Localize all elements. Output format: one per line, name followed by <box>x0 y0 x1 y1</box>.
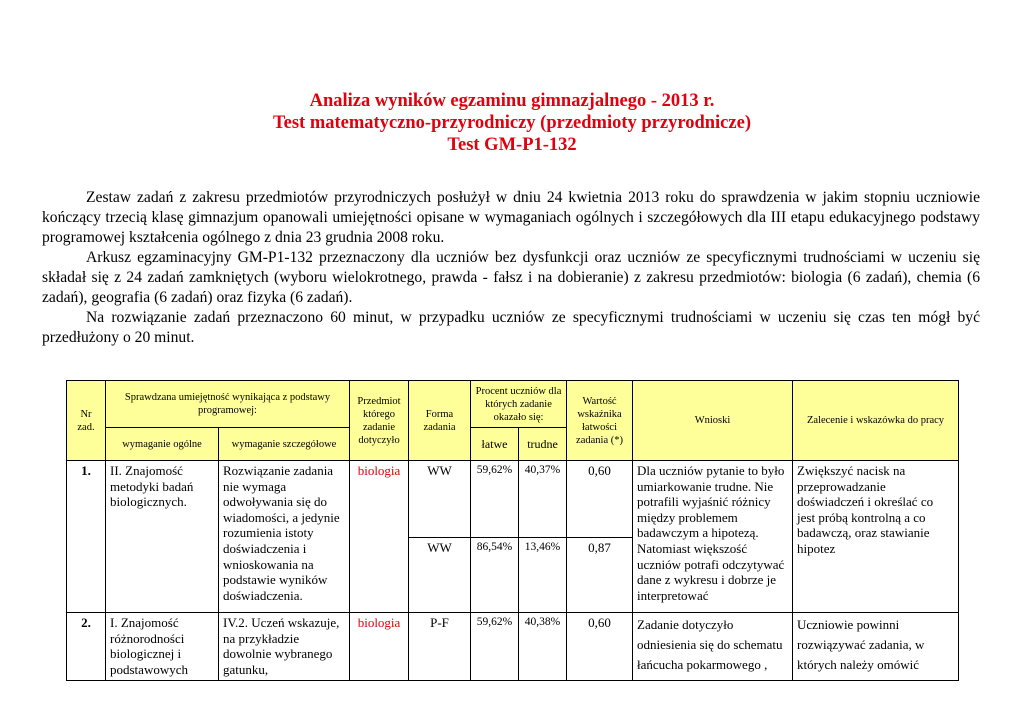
percent-hard: 40,38% <box>518 612 568 681</box>
percent-hard: 40,37% <box>518 460 568 538</box>
title-line-3: Test GM-P1-132 <box>447 135 577 155</box>
percent-hard: 13,46% <box>518 537 568 613</box>
header-general: wymaganie ogólne <box>105 427 219 461</box>
title-line-1: Analiza wyników egzaminu gimnazjalnego -… <box>309 91 715 111</box>
task-form: WW <box>408 460 472 538</box>
table-row: WW 86,54% 13,46% 0,87 <box>67 537 959 613</box>
results-table: Nr zad. Sprawdzana umiejętność wynikając… <box>66 380 960 681</box>
conclusions: Dla uczniów pytanie to było umiarkowanie… <box>632 460 794 613</box>
intro-paragraph: Na rozwiązanie zadań przeznaczono 60 min… <box>42 309 980 346</box>
percent-easy: 86,54% <box>470 537 520 613</box>
intro-text: Zestaw zadań z zakresu przedmiotów przyr… <box>42 188 980 348</box>
intro-paragraph: Arkusz egzaminacyjny GM-P1-132 przeznacz… <box>42 249 980 306</box>
recommendation: Zwiększyć nacisk na przeprowadzanie dośw… <box>792 460 960 613</box>
header-easy: łatwe <box>470 427 520 461</box>
detailed-requirement: Rozwiązanie zadania nie wymaga odwoływan… <box>217 460 351 613</box>
general-requirement: II. Znajomość metodyki badań biologiczny… <box>105 460 219 613</box>
easiness-index: 0,60 <box>566 460 634 538</box>
task-number: 1. <box>66 460 106 613</box>
table-row: 1. II. Znajomość metodyki badań biologic… <box>66 460 960 613</box>
document-title: Analiza wyników egzaminu gimnazjalnego -… <box>0 90 1024 156</box>
title-line-2: Test matematyczno-przyrodniczy (przedmio… <box>273 113 751 133</box>
header-form: Forma zadania <box>408 380 472 461</box>
easiness-index: 0,87 <box>566 537 634 613</box>
header-hard: trudne <box>518 427 568 461</box>
subject: biologia <box>349 460 410 613</box>
intro-paragraph: Zestaw zadań z zakresu przedmiotów przyr… <box>42 189 980 246</box>
percent-easy: 59,62% <box>470 460 520 538</box>
header-conclusions: Wnioski <box>632 380 794 461</box>
header-index: Wartość wskaźnika łatwości zadania (*) <box>566 380 634 461</box>
header-detailed: wymaganie szczegółowe <box>217 427 351 461</box>
header-recommendation: Zalecenie i wskazówka do pracy <box>792 380 960 461</box>
percent-easy: 59,62% <box>470 612 520 681</box>
task-number: 2. <box>66 612 106 681</box>
task-form: WW <box>408 537 472 613</box>
table-row: 2. I. Znajomość różnorodności biologiczn… <box>66 612 960 681</box>
header-percent: Procent uczniów dla których zadanie okaz… <box>470 380 568 428</box>
easiness-index: 0,60 <box>566 612 634 681</box>
detailed-requirement: IV.2. Uczeń wskazuje, na przykładzie dow… <box>217 612 351 681</box>
subject: biologia <box>349 612 410 681</box>
header-nr: Nr zad. <box>66 380 106 461</box>
recommendation: Uczniowie powinni rozwiązywać zadania, w… <box>792 612 960 681</box>
task-form: P-F <box>408 612 472 681</box>
general-requirement: I. Znajomość różnorodności biologicznej … <box>105 612 219 681</box>
header-skill: Sprawdzana umiejętność wynikająca z pods… <box>104 380 351 428</box>
header-subject: Przedmiot którego zadanie dotyczyło <box>349 380 410 461</box>
conclusions: Zadanie dotyczyło odniesienia się do sch… <box>632 612 794 681</box>
